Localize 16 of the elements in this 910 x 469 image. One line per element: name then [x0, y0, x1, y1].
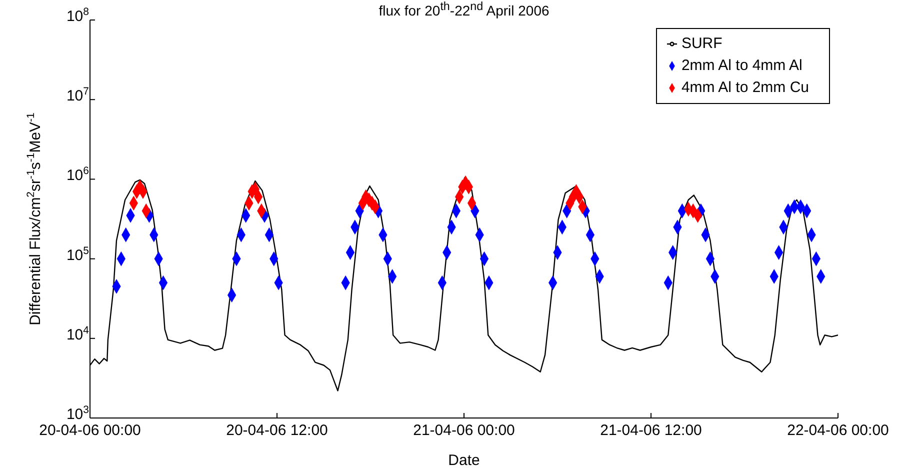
chart-title: flux for 20$^{th}$-22$^{nd}$ April 2006 — [378, 0, 550, 19]
y-tick-label: 10$^{6}$ — [66, 165, 90, 184]
y-tick-label: 10$^{3}$ — [66, 404, 90, 423]
x-tick-label: 20-04-06 00:00 — [39, 422, 141, 439]
y-tick-label: 10$^{5}$ — [66, 244, 90, 264]
y-tick-label: 10$^{7}$ — [66, 86, 90, 105]
legend-label: 2mm Al to 4mm Al — [681, 57, 802, 74]
x-tick-label: 22-04-06 00:00 — [787, 422, 889, 439]
y-tick-label: 10$^{8}$ — [66, 6, 90, 25]
x-tick-label: 21-04-06 12:00 — [600, 422, 702, 439]
legend-label: 4mm Al to 2mm Cu — [681, 79, 809, 96]
x-axis-title: Date — [448, 452, 480, 469]
y-tick-label: 10$^{4}$ — [66, 324, 90, 344]
x-tick-label: 21-04-06 00:00 — [413, 422, 515, 439]
legend-label: SURF — [681, 35, 722, 52]
x-tick-label: 20-04-06 12:00 — [226, 422, 328, 439]
